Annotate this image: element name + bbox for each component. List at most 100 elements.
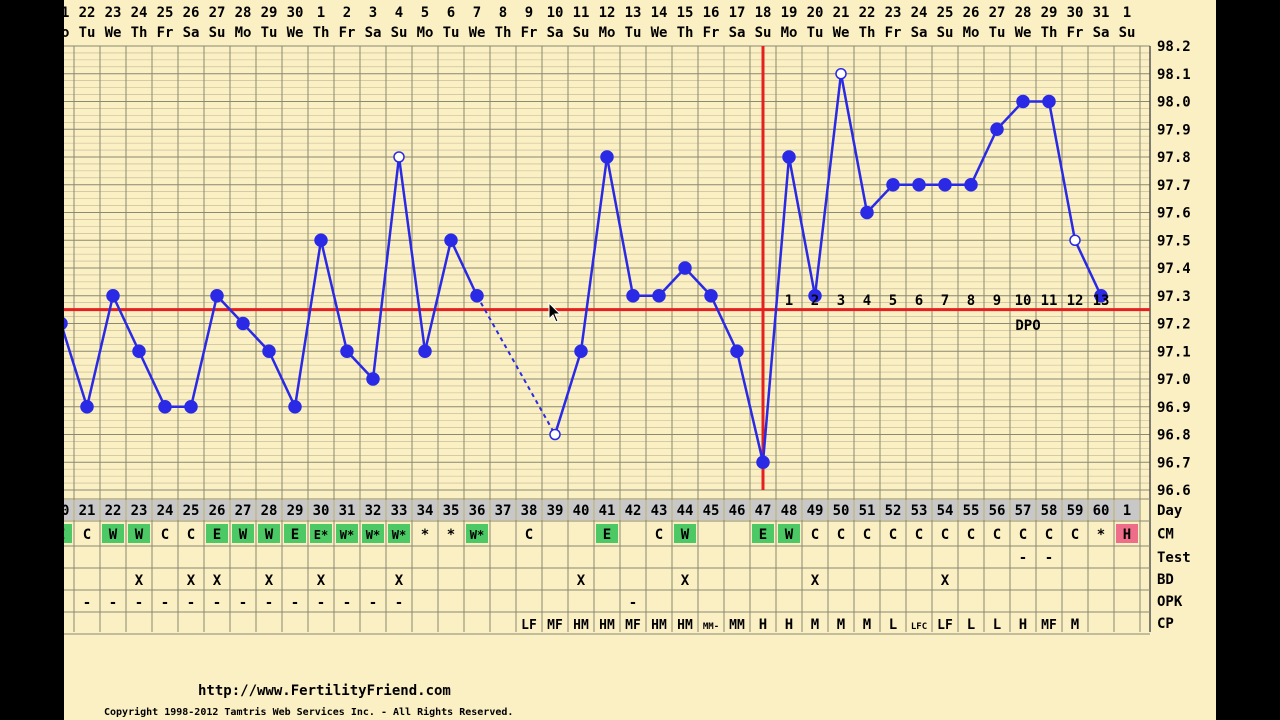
mouse-cursor-icon: [548, 301, 562, 323]
date-label: 25: [937, 5, 954, 21]
weekday-label: Su: [209, 25, 226, 41]
temp-point: [340, 344, 354, 358]
weekday-label: Sa: [911, 25, 928, 41]
cm-cell-bg: [1116, 524, 1138, 543]
date-label: 6: [447, 5, 455, 21]
bd-value: X: [577, 573, 586, 589]
date-label: 19: [781, 5, 798, 21]
opk-value: -: [135, 595, 143, 611]
cp-value: LF: [521, 618, 537, 633]
day-cell-bg: [881, 500, 905, 520]
weekday-label: Th: [859, 25, 876, 41]
date-label: 13: [625, 5, 642, 21]
dpo-number: 10: [1015, 293, 1032, 309]
temp-point: [600, 150, 614, 164]
bd-value: X: [317, 573, 326, 589]
y-tick-label: 97.8: [1157, 150, 1191, 166]
date-label: 30: [1067, 5, 1084, 21]
weekday-label: Mo: [235, 25, 252, 41]
y-tick-label: 97.9: [1157, 122, 1191, 138]
cm-value: W: [109, 527, 118, 543]
day-number: 53: [911, 503, 928, 519]
date-label: 14: [651, 5, 668, 21]
temp-line-segment: [449, 239, 479, 297]
date-label: 2: [343, 5, 351, 21]
cm-value: W: [135, 527, 144, 543]
cp-value: H: [1019, 617, 1027, 633]
day-cell-bg: [205, 500, 229, 520]
weekday-label: Sa: [547, 25, 564, 41]
date-label: 29: [1041, 5, 1058, 21]
date-label: 22: [859, 5, 876, 21]
cm-cell-bg: [466, 524, 488, 543]
cm-cell-bg: [310, 524, 332, 543]
test-value: -: [1019, 550, 1027, 566]
cm-cell-bg: [284, 524, 306, 543]
date-label: 20: [807, 5, 824, 21]
cm-value: E: [291, 527, 299, 543]
temp-point: [236, 316, 250, 331]
letterbox-left: [0, 0, 64, 720]
day-number: 30: [313, 503, 330, 519]
row-label-cm: CM: [1157, 527, 1174, 543]
day-cell-bg: [829, 500, 853, 520]
date-label: 1: [1123, 5, 1131, 21]
weekday-label: We: [469, 25, 486, 41]
cm-value: C: [187, 527, 195, 543]
date-label: 28: [1015, 5, 1032, 21]
day-cell-bg: [569, 500, 593, 520]
opk-value: -: [343, 595, 351, 611]
day-cell-bg: [959, 500, 983, 520]
date-label: 3: [369, 5, 377, 21]
temp-point-excluded: [835, 68, 847, 80]
bd-value: X: [811, 573, 820, 589]
temp-point: [288, 400, 302, 414]
day-number: 58: [1041, 503, 1058, 519]
y-tick-label: 97.6: [1157, 206, 1191, 222]
day-cell-bg: [309, 500, 333, 520]
date-label: 12: [599, 5, 616, 21]
cp-value: HM: [677, 618, 693, 633]
date-label: 26: [963, 5, 980, 21]
bd-value: X: [681, 573, 690, 589]
cp-value: M: [863, 617, 871, 633]
dpo-number: 8: [967, 293, 975, 309]
cm-value: *: [1097, 527, 1105, 543]
fertility-chart-page: 21Mo22Tu23We24Th25Fr26Sa27Su28Mo29Tu30We…: [64, 0, 1216, 720]
temp-point: [756, 455, 770, 469]
dpo-number: 13: [1093, 293, 1110, 309]
weekday-label: Su: [573, 25, 590, 41]
day-number: 46: [729, 503, 746, 519]
date-label: 23: [105, 5, 122, 21]
temp-point: [808, 289, 822, 303]
temp-line-segment: [605, 156, 635, 296]
temp-point: [886, 178, 900, 192]
temp-point: [964, 178, 978, 192]
cm-value: W: [681, 527, 690, 543]
weekday-label: We: [651, 25, 668, 41]
date-label: 28: [235, 5, 252, 21]
cp-value: MF: [625, 618, 641, 633]
cm-cell-bg: [362, 524, 384, 543]
day-cell-bg: [803, 500, 827, 520]
day-cell-bg: [1089, 500, 1113, 520]
row-label-cp: CP: [1157, 616, 1174, 632]
site-url[interactable]: http://www.FertilityFriend.com: [198, 683, 451, 699]
weekday-label: Su: [1119, 25, 1136, 41]
weekday-label: Sa: [1093, 25, 1110, 41]
opk-value: -: [239, 595, 247, 611]
cp-value: H: [785, 617, 793, 633]
weekday-label: Tu: [261, 25, 278, 41]
weekday-label: Tu: [79, 25, 96, 41]
temp-line-segment: [189, 295, 219, 408]
dpo-number: 12: [1067, 293, 1084, 309]
day-number: 45: [703, 503, 720, 519]
weekday-label: Tu: [807, 25, 824, 41]
weekday-label: Fr: [885, 25, 902, 41]
cm-value: C: [655, 527, 663, 543]
cp-value: MM: [729, 618, 745, 633]
cm-value: E*: [314, 528, 328, 542]
temp-line-dashed: [476, 295, 556, 435]
cm-value: C: [1071, 527, 1079, 543]
day-number: 23: [131, 503, 148, 519]
